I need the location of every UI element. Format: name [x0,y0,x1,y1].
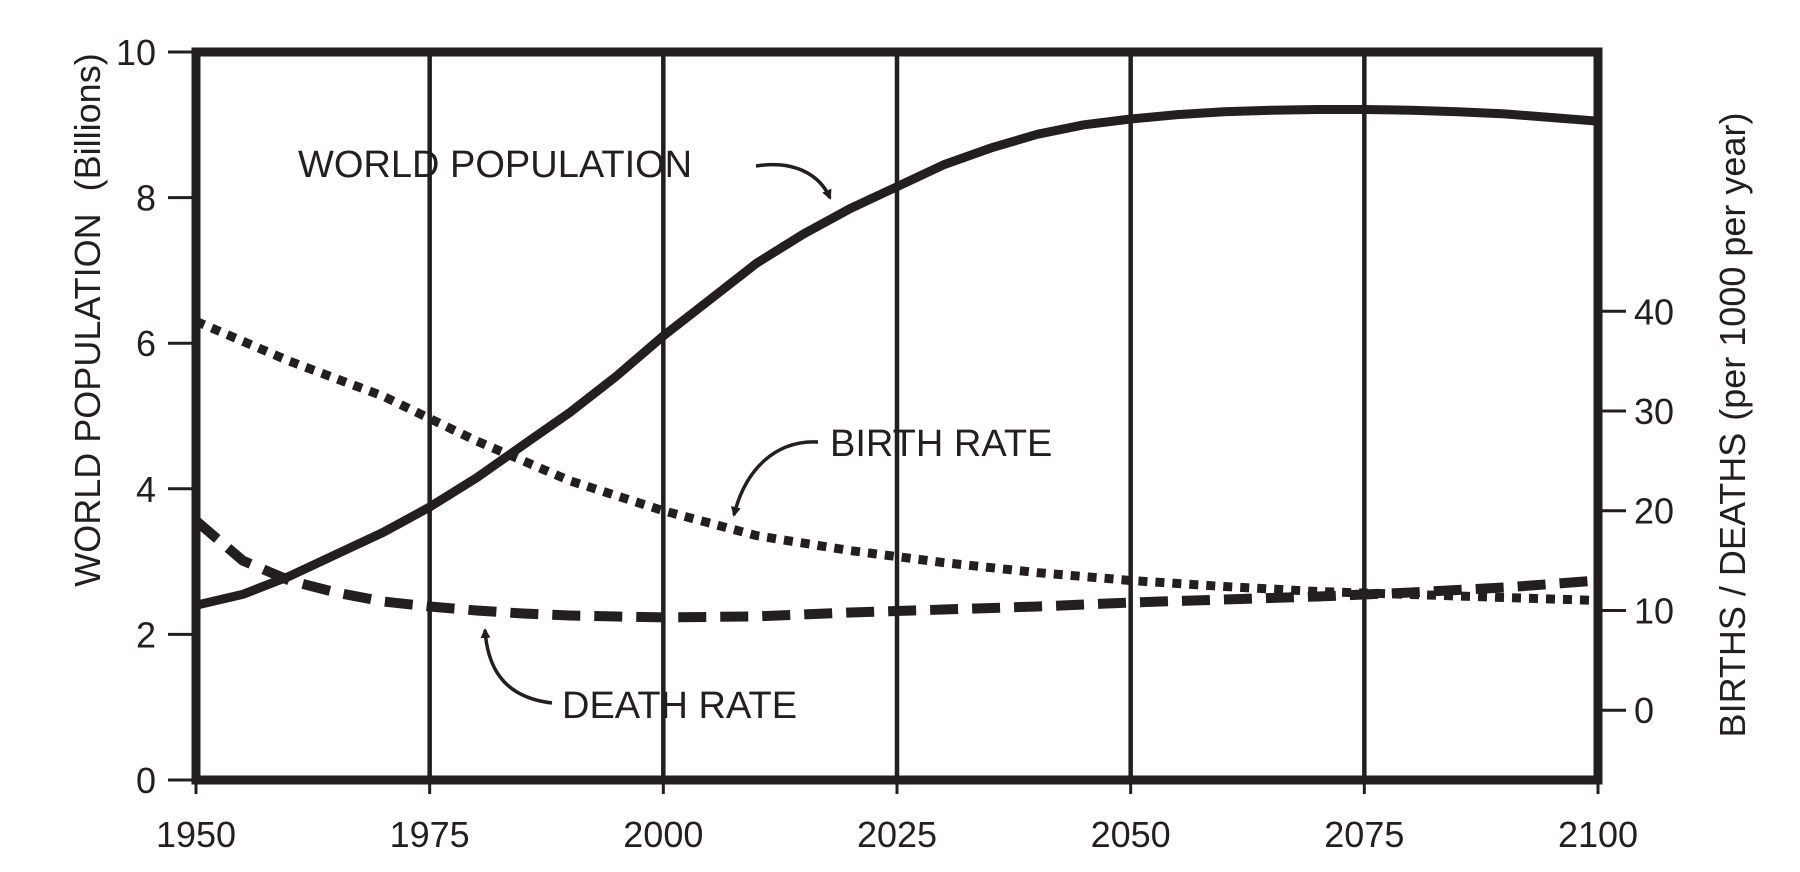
annotation-world-population: WORLD POPULATION [298,144,692,186]
right-tick-label-30: 30 [1634,391,1674,432]
right-axis-unit: (per 1000 per year) [1712,113,1753,421]
left-axis-label: WORLD POPULATION [67,213,108,586]
right-tick-label-0: 0 [1634,690,1654,731]
x-tick-label-2075: 2075 [1324,814,1404,855]
right-tick-label-10: 10 [1634,590,1674,631]
x-axis: 1950 1975 2000 2025 2050 2075 2100 [156,780,1638,855]
x-tick-label-2025: 2025 [857,814,937,855]
left-tick-label-10: 10 [116,32,156,73]
x-tick-label-1975: 1975 [390,814,470,855]
series-layer [191,105,1603,623]
annotation-death-rate: DEATH RATE [562,685,797,727]
left-axis-title: WORLD POPULATION (Billions) [67,53,108,586]
annotation-birth-rate: BIRTH RATE [830,423,1052,465]
left-tick-label-8: 8 [136,178,156,219]
annotation-arrow-world-population [755,163,832,200]
series-line-death-rate [192,516,1599,623]
x-tick-label-1950: 1950 [156,814,236,855]
left-tick-label-6: 6 [136,323,156,364]
x-tick-label-2000: 2000 [623,814,703,855]
left-axis-unit: (Billions) [67,53,108,191]
annotation-arrow-birth-rate [731,440,819,517]
left-tick-label-2: 2 [136,614,156,655]
right-axis-title: BIRTHS / DEATHS (per 1000 per year) [1712,113,1753,738]
right-tick-label-40: 40 [1634,291,1674,332]
right-axis-label: BIRTHS / DEATHS [1712,433,1753,738]
x-tick-label-2100: 2100 [1558,814,1638,855]
right-axis: 0 10 20 30 40 [1598,291,1674,731]
left-tick-label-4: 4 [136,469,156,510]
vertical-gridlines [427,52,1367,780]
series-line-world-population [191,105,1603,610]
left-axis: 0 2 4 6 8 10 [116,32,196,801]
x-tick-label-2050: 2050 [1091,814,1171,855]
left-tick-label-0: 0 [136,760,156,801]
right-tick-label-20: 20 [1634,491,1674,532]
annotation-arrow-death-rate [480,628,553,705]
